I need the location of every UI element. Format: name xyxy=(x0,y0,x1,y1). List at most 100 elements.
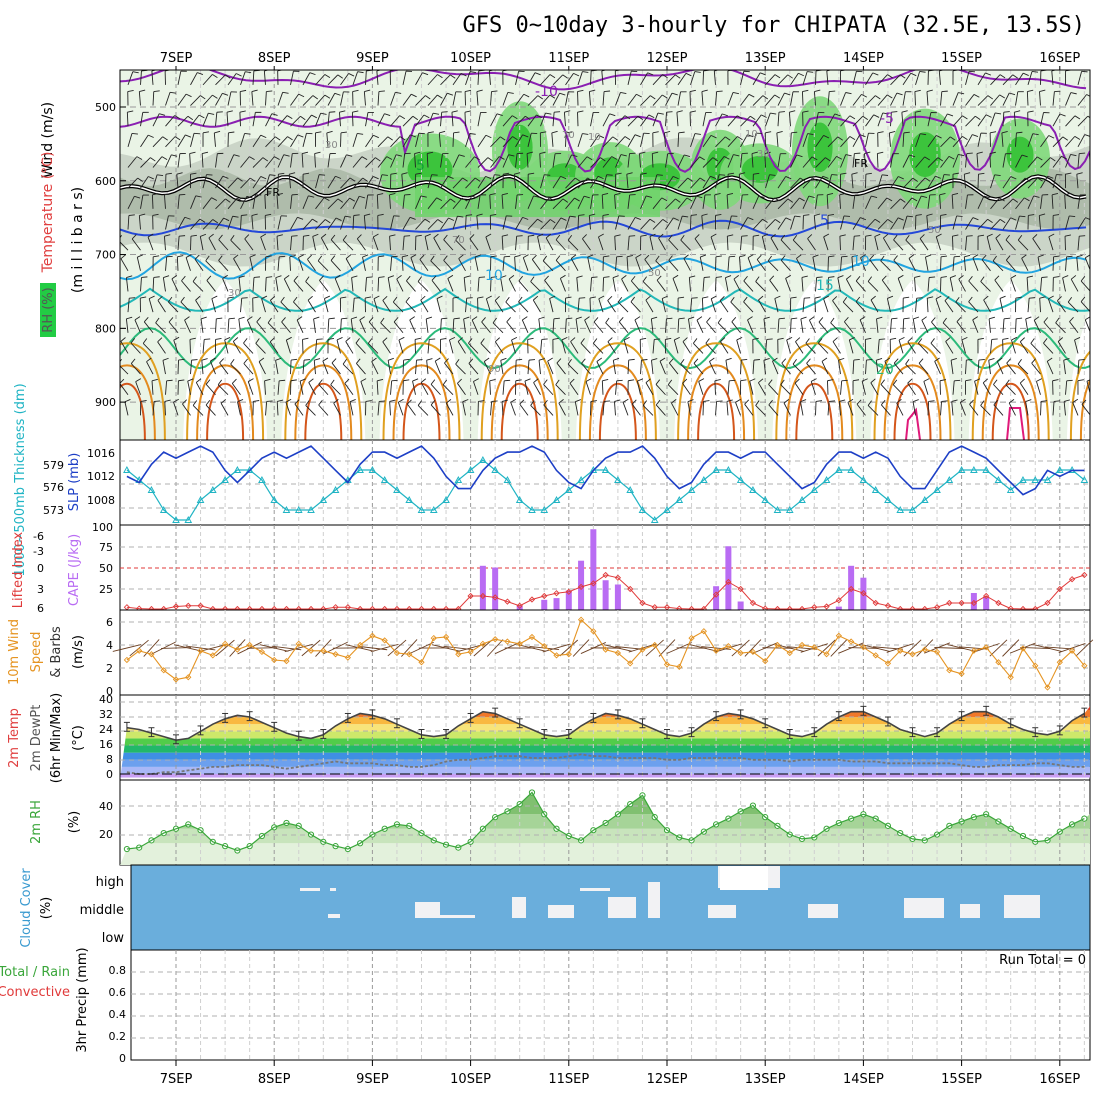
cloud-block xyxy=(415,902,440,918)
temp-tick: 0 xyxy=(106,768,113,781)
wind-barb-flag xyxy=(292,236,298,237)
wind-barb-flag xyxy=(641,360,647,361)
thickness-tick: 573 xyxy=(43,504,64,517)
cloud-block xyxy=(512,897,526,918)
lifted-index-axis-label: Lifted Index xyxy=(11,531,26,608)
cloud-panel: Cloud Cover (%) high middle low xyxy=(19,865,1090,950)
wind-barb-flag xyxy=(717,91,723,92)
wind-barb xyxy=(152,195,153,209)
wind-barb xyxy=(1091,196,1097,209)
wind-barb-flag xyxy=(957,216,963,217)
wind-barb-flag xyxy=(204,339,210,340)
wind-barb-flag xyxy=(629,236,635,237)
cloud-block xyxy=(648,882,660,918)
date-label: 7SEP xyxy=(160,1072,193,1087)
wind-barb-flag xyxy=(967,236,973,237)
pressure-tick: 600 xyxy=(95,175,116,188)
rh-moist-core xyxy=(909,132,941,177)
freezing-label: FR xyxy=(266,186,280,199)
wind-barb-flag xyxy=(942,401,948,402)
pressure-tick: 900 xyxy=(95,396,116,409)
wind-barb xyxy=(690,92,691,106)
wind-barb-flag xyxy=(242,298,248,299)
wind-barb-flag xyxy=(494,175,500,176)
rh2m-axis-label: 2m RH xyxy=(29,800,44,844)
wind-barb-flag xyxy=(1029,298,1035,299)
slp-tick: 1012 xyxy=(87,470,115,483)
wind-barb-flag xyxy=(829,401,835,402)
wind10-axis-label: (m/s) xyxy=(71,635,86,669)
rh-label: 10 xyxy=(588,132,601,143)
wind-barb-flag xyxy=(717,401,723,402)
cloud-block xyxy=(580,888,610,891)
wind-barb-flag xyxy=(654,339,660,340)
wind-barb-flag xyxy=(879,339,885,340)
wind-barb-flag xyxy=(417,360,423,361)
cape-tick: 25 xyxy=(99,583,113,596)
li-tick: -3 xyxy=(33,545,44,558)
temp-axis-label: (6hr Min/Max) xyxy=(49,693,64,783)
temp-tick: 40 xyxy=(99,693,113,706)
wind-barb xyxy=(1091,360,1092,374)
date-label: 13SEP xyxy=(745,51,786,66)
wind-barb xyxy=(802,92,803,106)
wind-barb-flag xyxy=(491,91,497,92)
cloud-block xyxy=(608,897,636,918)
wind-barb xyxy=(1091,73,1098,85)
cape-bar xyxy=(848,566,854,610)
wind-barb xyxy=(928,401,929,415)
wind-barb-flag xyxy=(432,175,438,176)
contour-label: -10 xyxy=(535,84,558,100)
cape-bar xyxy=(983,597,989,610)
cape-tick: 100 xyxy=(92,521,113,534)
wind-barb-flag xyxy=(617,380,623,381)
cloud-block xyxy=(960,904,980,918)
wind-barb-flag xyxy=(1091,359,1097,360)
temp-band xyxy=(120,731,1090,738)
cloud-block xyxy=(330,888,336,891)
date-label: 15SEP xyxy=(941,51,982,66)
date-label: 16SEP xyxy=(1039,51,1080,66)
slp-tick: 1016 xyxy=(87,447,115,460)
date-label: 11SEP xyxy=(548,1072,589,1087)
wind-barb-flag xyxy=(604,91,610,92)
temp-tick: 16 xyxy=(99,738,113,751)
wind-barb xyxy=(1016,319,1017,333)
wind-barb-flag xyxy=(667,112,673,113)
temp-tick: 8 xyxy=(106,753,113,766)
wind-barb xyxy=(877,154,878,168)
wind-barb-flag xyxy=(354,298,360,299)
wind-barb-flag xyxy=(1004,318,1010,319)
date-label: 8SEP xyxy=(258,51,291,66)
wind-barb-flag xyxy=(866,359,872,360)
wind-barb-flag xyxy=(954,380,960,381)
contour-label: -5 xyxy=(880,111,894,127)
wind-barb-flag xyxy=(832,175,838,176)
wind-barb-flag xyxy=(442,112,448,113)
wind-barb xyxy=(240,112,241,126)
contour-label: 10 xyxy=(485,268,503,284)
temp-axis-label: 2m Temp xyxy=(7,708,22,768)
wind-barb xyxy=(178,360,179,374)
wind-barb-flag xyxy=(767,339,773,340)
wind-barb-flag xyxy=(267,401,273,402)
cape-bar xyxy=(566,590,572,610)
precip-tick: 0.6 xyxy=(109,986,127,999)
precip-axis-label: 3hr Precip (mm) xyxy=(75,947,90,1052)
wind-barb-flag xyxy=(429,339,435,340)
wind-barb-flag xyxy=(842,256,848,257)
precip-tick: 0.2 xyxy=(109,1030,127,1043)
wind-barb xyxy=(703,71,704,85)
wind-barb-flag xyxy=(167,380,173,381)
contour-label: 10 xyxy=(852,254,870,270)
rh-label: 30 xyxy=(228,288,241,299)
wind-barb-flag xyxy=(954,256,960,257)
wind-barb xyxy=(190,339,191,353)
cloud-block xyxy=(300,888,320,891)
rh-label: 70 xyxy=(562,130,575,141)
pressure-tick: 700 xyxy=(95,249,116,262)
precip-tick: 0 xyxy=(119,1052,126,1065)
contour-label: 5 xyxy=(416,158,425,174)
